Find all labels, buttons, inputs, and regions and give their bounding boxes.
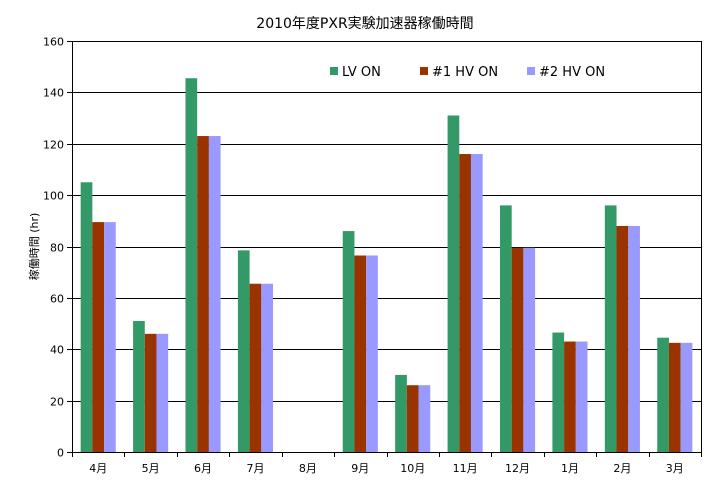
bars — [80, 78, 693, 453]
chart-title: 2010年度PXR実験加速器稼働時間 — [256, 16, 473, 32]
bar — [447, 115, 460, 453]
bar — [499, 205, 512, 452]
bar — [459, 154, 471, 452]
x-tick-label: 1月 — [561, 462, 579, 475]
x-tick-label: 3月 — [666, 462, 684, 475]
bar — [354, 255, 367, 452]
bar — [418, 385, 431, 452]
legend-swatch — [420, 67, 428, 75]
x-tick-label: 12月 — [505, 462, 530, 475]
bar — [395, 374, 407, 452]
bar — [92, 222, 105, 452]
bar — [249, 283, 262, 452]
x-axis: 4月 5月 6月 7月 8月 9月 10月 11月 12月 1月 2月 3月 — [72, 452, 702, 475]
bar — [511, 247, 524, 452]
y-tick-label: 120 — [43, 139, 64, 152]
x-tick-label: 6月 — [194, 462, 212, 475]
y-tick-label: 100 — [43, 190, 64, 203]
legend-swatch — [330, 67, 338, 75]
bar — [604, 205, 617, 452]
y-tick-label: 80 — [50, 242, 64, 255]
legend-label: #1 HV ON — [432, 65, 498, 80]
bar — [104, 222, 116, 452]
x-tick-label: 10月 — [400, 462, 425, 475]
x-tick-label: 11月 — [453, 462, 478, 475]
bar — [657, 337, 669, 452]
y-tick-label: 0 — [57, 447, 64, 460]
bar — [156, 333, 169, 452]
bar — [237, 250, 250, 452]
bar — [406, 385, 419, 452]
bar — [80, 182, 93, 452]
x-tick-label: 7月 — [246, 462, 264, 475]
bar — [552, 332, 565, 452]
legend-label: #2 HV ON — [539, 65, 605, 80]
bar — [261, 283, 274, 452]
y-tick-label: 160 — [43, 36, 64, 49]
y-axis: 0 20 40 60 80 100 120 140 160 — [43, 36, 72, 460]
y-tick-label: 140 — [43, 87, 64, 100]
bar — [470, 154, 483, 452]
bar — [133, 320, 145, 452]
bar — [208, 136, 221, 452]
bar — [144, 333, 157, 452]
x-tick-label: 8月 — [299, 462, 317, 475]
x-tick-label: 9月 — [351, 462, 369, 475]
y-tick-label: 40 — [50, 344, 64, 357]
x-tick-label: 2月 — [613, 462, 631, 475]
legend-swatch — [527, 67, 535, 75]
bar — [523, 247, 536, 452]
bar — [680, 342, 693, 452]
legend: LV ON #1 HV ON #2 HV ON — [330, 65, 605, 80]
bar — [185, 78, 198, 452]
bar — [616, 225, 629, 452]
y-tick-label: 20 — [50, 396, 64, 409]
bar — [668, 342, 681, 452]
bar — [564, 341, 576, 452]
bar — [197, 136, 209, 452]
y-axis-label: 稼働時間 (hr) — [27, 213, 41, 281]
y-tick-label: 60 — [50, 293, 64, 306]
legend-label: LV ON — [342, 65, 381, 80]
bar — [628, 225, 640, 452]
grid — [72, 92, 701, 402]
x-tick-label: 4月 — [89, 462, 107, 475]
bar — [366, 255, 378, 452]
bar — [342, 231, 355, 452]
x-tick-label: 5月 — [142, 462, 160, 475]
bar — [575, 341, 588, 452]
